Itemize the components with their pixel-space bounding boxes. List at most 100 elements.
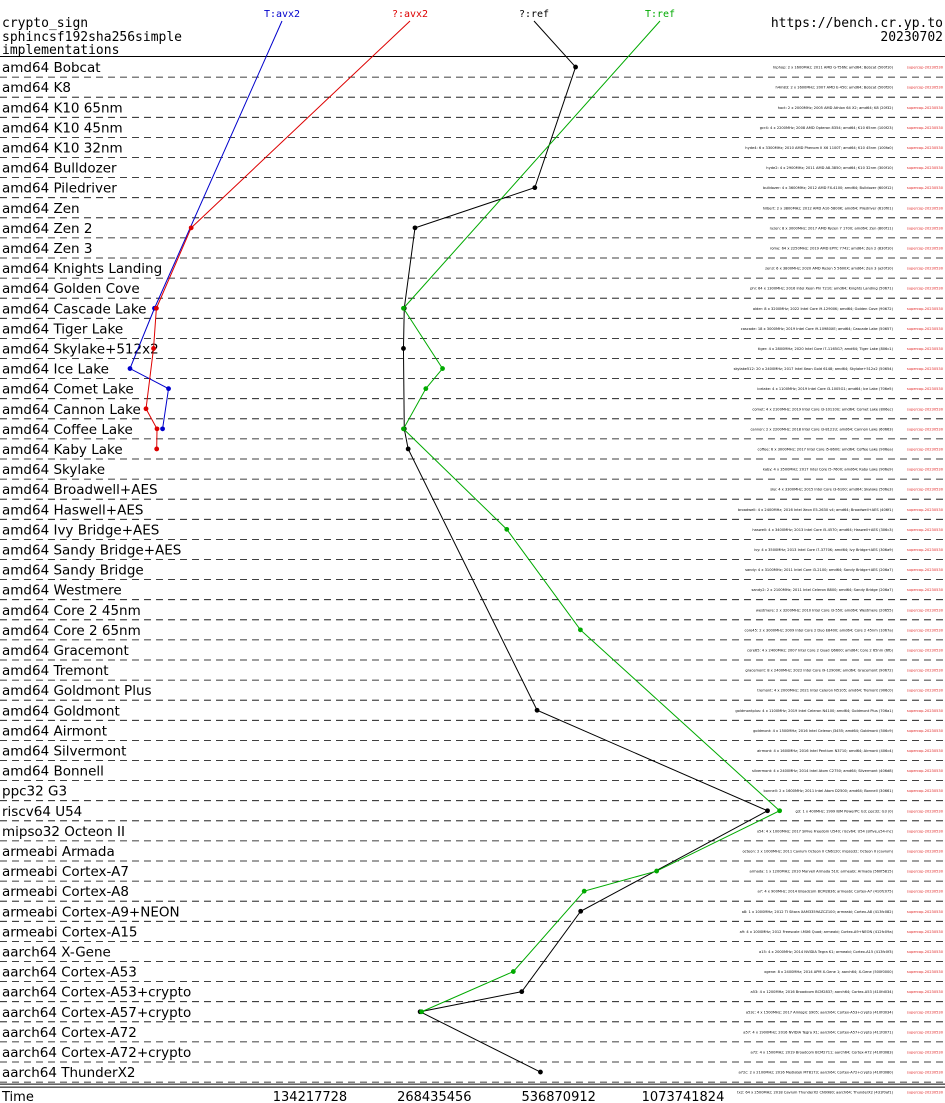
machine-version-tag: supercop-20230530 <box>907 307 944 311</box>
data-point <box>154 426 160 432</box>
machine-version-tag: supercop-20230530 <box>907 347 944 351</box>
machine-description: a53: 4 x 1200MHz; 2016 Broadcom BCM2837;… <box>751 990 894 994</box>
machine-description: tx2: 64 x 2500MHz; 2018 Cavium ThunderX2… <box>737 1091 893 1095</box>
chart-series: T:avx2 ?:avx2 ?:ref T:ref <box>127 9 783 1075</box>
category-label: amd64 Cascade Lake <box>2 301 147 317</box>
machine-version-tag: supercop-20230530 <box>907 387 944 391</box>
data-point <box>143 406 149 412</box>
machine-description: a53c: 4 x 1500MHz; 2017 Amlogic S905; aa… <box>746 1010 894 1014</box>
machine-version-tag: supercop-20230530 <box>907 146 944 150</box>
machine-description: g3: 1 x 400MHz; 1999 IBM PowerPC G3; ppc… <box>796 809 894 813</box>
machine-version-tag: supercop-20230530 <box>907 1010 944 1014</box>
machine-version-tag: supercop-20230530 <box>907 488 944 492</box>
machine-version-tag: supercop-20230530 <box>907 186 944 190</box>
category-label: amd64 Zen <box>2 201 80 217</box>
category-label: armeabi Cortex-A9+NEON <box>2 904 180 920</box>
series-group: T:avx2 <box>127 9 300 432</box>
machine-description: xgene: 8 x 2400MHz; 2014 APM X-Gene 1; a… <box>764 970 893 974</box>
category-label: aarch64 Cortex-A53 <box>2 965 137 981</box>
machine-version-tag: supercop-20230530 <box>907 267 944 271</box>
machine-description: comet: 4 x 2100MHz; 2019 Intel Core i3-1… <box>752 407 893 411</box>
machine-version-tag: supercop-20230530 <box>907 669 944 673</box>
x-tick-label: 1073741824 <box>642 1090 725 1103</box>
category-label: amd64 Piledriver <box>2 181 117 197</box>
category-label: amd64 Zen 2 <box>2 221 92 237</box>
machine-version-tag: supercop-20230530 <box>907 1030 944 1034</box>
category-label: amd64 K10 32nm <box>2 140 123 156</box>
series-line <box>145 227 192 449</box>
category-label: amd64 K10 45nm <box>2 120 123 136</box>
category-label: amd64 Golden Cove <box>2 281 140 297</box>
machine-description: ivy: 4 x 3500MHz; 2013 Intel Core i7-377… <box>754 548 894 552</box>
series-leader-line <box>533 20 576 68</box>
category-label: aarch64 ThunderX2 <box>2 1065 135 1081</box>
data-point <box>401 346 406 351</box>
category-label: amd64 Bulldozer <box>2 161 117 177</box>
category-label: amd64 Comet Lake <box>2 382 134 398</box>
machine-version-tag: supercop-20230530 <box>907 870 944 874</box>
category-label: amd64 K8 <box>2 80 71 96</box>
machine-version-tag: supercop-20230530 <box>907 206 944 210</box>
machine-description: ryzen: 8 x 3000MHz; 2017 AMD Ryzen 7 170… <box>770 226 894 230</box>
machine-description: broadwell: 4 x 2400MHz; 2016 Intel Xeon … <box>738 508 894 512</box>
machine-version-tag: supercop-20230530 <box>907 287 944 291</box>
data-point <box>581 888 587 894</box>
category-label: aarch64 Cortex-A72 <box>2 1025 137 1041</box>
header-date: 20230702 <box>880 30 943 45</box>
data-point <box>153 305 159 311</box>
machine-description: core65: 4 x 2400MHz; 2007 Intel Core 2 Q… <box>747 648 893 652</box>
machine-description: hiphop: 2 x 1600MHz; 2011 AMD G-T56N; am… <box>773 66 894 70</box>
machine-version-tag: supercop-20230530 <box>907 246 944 250</box>
data-point <box>765 808 770 814</box>
data-point <box>401 305 406 311</box>
header-line-primitive: crypto_sign <box>2 16 88 31</box>
machine-version-tag: supercop-20230530 <box>907 1091 944 1095</box>
machine-description: cascade: 18 x 3000MHz; 2019 Intel Core i… <box>741 327 894 331</box>
series-group: T:ref <box>401 9 783 1015</box>
data-point <box>188 225 194 231</box>
series-label: T:ref <box>645 9 675 20</box>
machine-description: tremont: 4 x 2000MHz; 2021 Intel Celeron… <box>757 689 893 693</box>
machine-description: haswell: 4 x 3400MHz; 2013 Intel Core i5… <box>752 528 893 532</box>
category-label: aarch64 X-Gene <box>2 944 111 960</box>
machine-description: goldmontplus: 4 x 1100MHz; 2019 Intel Ce… <box>735 709 893 713</box>
category-label: amd64 Ivy Bridge+AES <box>2 522 159 538</box>
machine-version-tag: supercop-20230530 <box>907 447 944 451</box>
machine-description: gcr4: 4 x 2200MHz; 2008 AMD Opteron 8354… <box>760 126 894 130</box>
machine-description: a57: 4 x 1900MHz; 2016 NVIDIA Tegra X1; … <box>743 1030 893 1034</box>
category-label: riscv64 U54 <box>2 804 82 820</box>
x-axis-label: Time <box>1 1090 34 1103</box>
machine-version-tag: supercop-20230530 <box>907 588 944 592</box>
data-point <box>127 366 133 371</box>
category-label: amd64 Airmont <box>2 723 107 739</box>
category-label: aarch64 Cortex-A72+crypto <box>2 1045 191 1061</box>
data-point <box>440 366 445 371</box>
machine-description: a9: 4 x 1000MHz; 2012 Freescale i.MX6 Qu… <box>740 930 894 934</box>
machine-description: hyde2: 4 x 2900MHz; 2011 AMD A8-3850; am… <box>766 166 893 170</box>
header-line-impl: implementations <box>2 43 119 58</box>
machine-description: bulldozer: 4 x 3600MHz; 2012 AMD FX-4100… <box>763 186 894 190</box>
machine-version-tag: supercop-20230530 <box>907 548 944 552</box>
machine-version-tag: supercop-20230530 <box>907 689 944 693</box>
machine-description: phi: 64 x 1300MHz; 2016 Intel Xeon Phi 7… <box>750 287 894 291</box>
category-label: amd64 Tremont <box>2 663 109 679</box>
machine-description: zen3: 6 x 3800MHz; 2020 AMD Ryzen 5 5600… <box>765 267 893 271</box>
machine-description: core45: 2 x 3000MHz; 2009 Intel Core 2 D… <box>745 628 894 632</box>
machine-description: a8: 1 x 1000MHz; 2012 TI Sitara XAM3359A… <box>742 910 894 914</box>
machine-description: a72c: 2 x 2100MHz; 2016 Mediatek MT8173;… <box>738 1071 893 1075</box>
data-point <box>519 989 525 995</box>
machine-description: skylake512: 20 x 2400MHz; 2017 Intel Xeo… <box>734 367 894 371</box>
category-label: amd64 Silvermont <box>2 743 126 759</box>
category-label: amd64 Sandy Bridge+AES <box>2 542 181 558</box>
data-point <box>777 808 783 814</box>
machine-version-tag: supercop-20230530 <box>907 648 944 652</box>
machine-description: octeon: 2 x 1000MHz; 2011 Cavium Octeon … <box>742 849 893 853</box>
machine-version-tag: supercop-20230530 <box>907 528 944 532</box>
chart-grid <box>0 56 945 1083</box>
machine-version-tag: supercop-20230530 <box>907 769 944 773</box>
data-point <box>504 526 510 532</box>
category-label: amd64 Bonnell <box>2 764 104 780</box>
machine-description: goldmont: 4 x 1500MHz; 2016 Intel Celero… <box>753 729 894 733</box>
category-label: amd64 Bobcat <box>2 60 101 76</box>
category-label: amd64 Ice Lake <box>2 362 109 378</box>
